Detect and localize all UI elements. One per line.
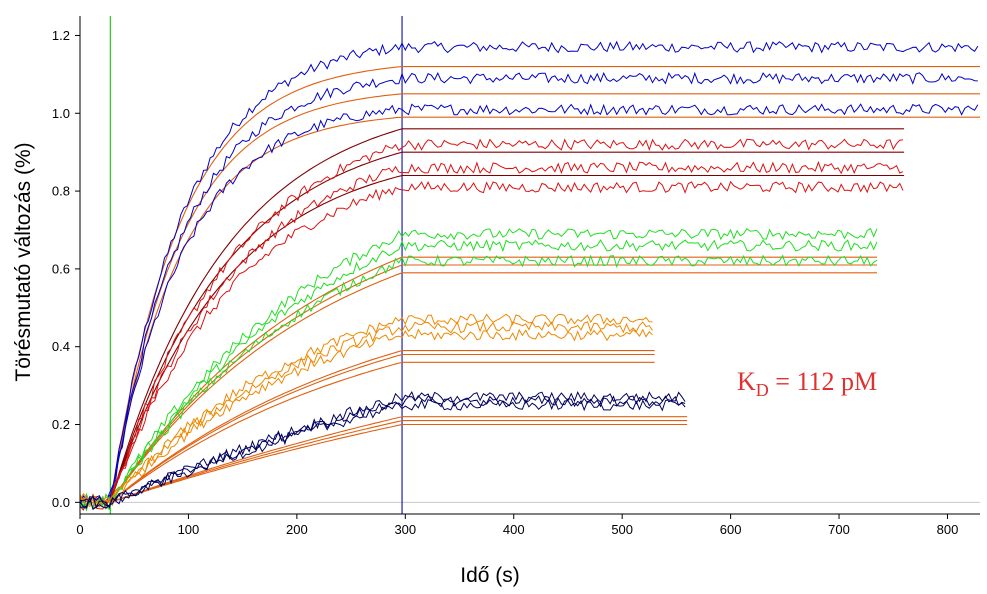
- axes: [79, 16, 980, 515]
- y-tick-label: 1.2: [52, 28, 70, 43]
- x-tick-label: 100: [178, 522, 200, 537]
- y-tick-label: 0.8: [52, 184, 70, 199]
- x-tick-label: 800: [937, 522, 959, 537]
- data-trace: [79, 313, 653, 508]
- data-series: [79, 40, 980, 512]
- x-tick-label: 600: [720, 522, 742, 537]
- fit-curve: [109, 128, 905, 503]
- x-tick-label: 400: [503, 522, 525, 537]
- data-trace: [79, 227, 878, 512]
- data-trace: [79, 239, 878, 511]
- fit-curve: [110, 420, 688, 503]
- kd-annotation-main: K: [737, 367, 756, 396]
- fit-curve: [109, 93, 980, 503]
- y-tick-label: 0.4: [52, 339, 70, 354]
- data-trace: [79, 160, 904, 510]
- data-trace: [79, 320, 653, 508]
- data-trace: [79, 391, 686, 509]
- x-tick-label: 700: [828, 522, 850, 537]
- kd-annotation: KD = 112 pM: [737, 367, 877, 400]
- y-axis-title: Törésmutató változás (%): [12, 142, 35, 381]
- fit-curve: [109, 66, 980, 503]
- y-tick-label: 0.0: [52, 495, 70, 510]
- fit-curve: [110, 423, 688, 503]
- fit-curve: [109, 272, 877, 503]
- x-tick-label: 0: [76, 522, 83, 537]
- kd-annotation-subscript: D: [756, 380, 769, 400]
- fit-curve: [109, 151, 905, 503]
- x-tick-label: 500: [611, 522, 633, 537]
- y-tick-label: 1.0: [52, 106, 70, 121]
- data-trace: [79, 71, 978, 510]
- x-tick-label: 300: [394, 522, 416, 537]
- data-trace: [79, 328, 653, 510]
- fit-curve: [110, 361, 655, 503]
- y-tick-label: 0.2: [52, 417, 70, 432]
- data-trace: [80, 394, 686, 511]
- data-trace: [79, 180, 904, 507]
- kd-annotation-rest: = 112 pM: [769, 367, 877, 396]
- data-trace: [79, 399, 686, 508]
- fit-curve: [110, 350, 655, 503]
- tick-marks: 0 100 200 300 400 500 600 700 800 0.0 0.2 0.4 0.6 0.8…: [52, 28, 958, 537]
- data-trace: [79, 103, 979, 510]
- data-trace: [79, 254, 878, 510]
- fit-curve: [110, 353, 655, 503]
- data-trace: [79, 138, 904, 511]
- data-trace: [79, 40, 979, 506]
- x-axis-title: Idő (s): [460, 564, 520, 587]
- x-tick-label: 200: [286, 522, 308, 537]
- y-tick-label: 0.6: [52, 261, 70, 276]
